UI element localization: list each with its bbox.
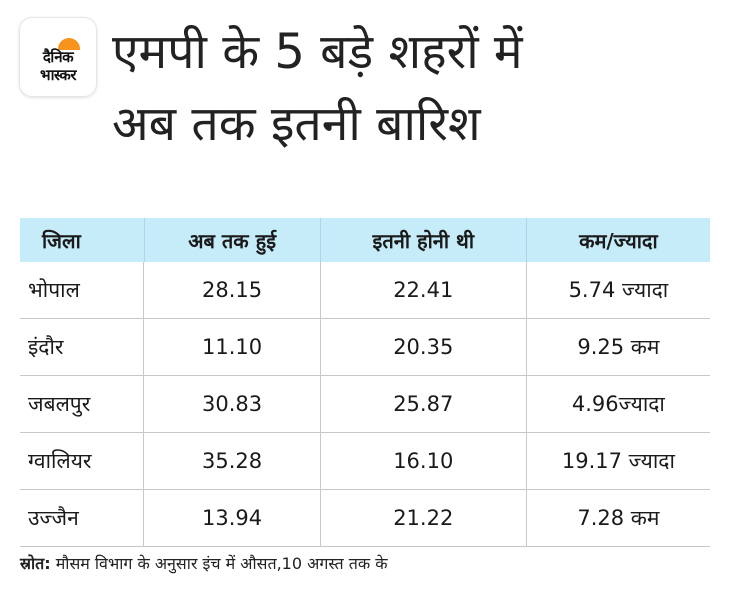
page-title: एमपी के 5 बड़े शहरों में अब तक इतनी बारि… xyxy=(112,16,712,160)
header-expected: इतनी होनी थी xyxy=(319,218,526,262)
table-row: भोपाल 28.15 22.41 5.74 ज्यादा xyxy=(20,262,710,319)
cell-difference: 19.17 ज्यादा xyxy=(525,433,710,489)
rainfall-table: जिला अब तक हुई इतनी होनी थी कम/ज्यादा भो… xyxy=(20,218,710,547)
cell-district: इंदौर xyxy=(28,335,64,359)
cell-difference: 7.28 कम xyxy=(525,490,710,546)
table-header: जिला अब तक हुई इतनी होनी थी कम/ज्यादा xyxy=(20,218,710,262)
source-note: स्रोत: मौसम विभाग के अनुसार इंच में औसत,… xyxy=(20,552,388,574)
logo-text-line1: दैनिक xyxy=(42,48,74,66)
cell-district: ग्वालियर xyxy=(28,449,92,473)
source-label: स्रोत: xyxy=(20,554,51,573)
header-district: जिला xyxy=(42,228,81,253)
cell-received: 13.94 xyxy=(143,490,319,546)
table-row: जबलपुर 30.83 25.87 4.96ज्यादा xyxy=(20,376,710,433)
cell-district: भोपाल xyxy=(28,278,80,302)
dainik-bhaskar-logo: दैनिक भास्कर xyxy=(20,18,96,96)
cell-expected: 22.41 xyxy=(319,262,526,318)
logo-text-line2: भास्कर xyxy=(40,66,76,84)
header-received: अब तक हुई xyxy=(143,218,320,262)
cell-received: 35.28 xyxy=(143,433,319,489)
cell-expected: 16.10 xyxy=(319,433,526,489)
sun-icon xyxy=(58,38,80,50)
cell-difference: 4.96ज्यादा xyxy=(525,376,710,432)
cell-expected: 21.22 xyxy=(319,490,526,546)
source-text: मौसम विभाग के अनुसार इंच में औसत,10 अगस्… xyxy=(55,554,388,573)
cell-received: 11.10 xyxy=(143,319,319,375)
cell-district: उज्जैन xyxy=(28,506,79,530)
cell-expected: 25.87 xyxy=(319,376,526,432)
title-line2: अब तक इतनी बारिश xyxy=(112,96,481,152)
cell-district: जबलपुर xyxy=(28,392,91,416)
cell-difference: 5.74 ज्यादा xyxy=(525,262,710,318)
table-row: ग्वालियर 35.28 16.10 19.17 ज्यादा xyxy=(20,433,710,490)
cell-received: 30.83 xyxy=(143,376,319,432)
header-difference: कम/ज्यादा xyxy=(525,218,710,262)
table-row: उज्जैन 13.94 21.22 7.28 कम xyxy=(20,490,710,547)
cell-expected: 20.35 xyxy=(319,319,526,375)
cell-received: 28.15 xyxy=(143,262,319,318)
cell-difference: 9.25 कम xyxy=(525,319,710,375)
title-line1: एमपी के 5 बड़े शहरों में xyxy=(112,24,523,80)
table-row: इंदौर 11.10 20.35 9.25 कम xyxy=(20,319,710,376)
